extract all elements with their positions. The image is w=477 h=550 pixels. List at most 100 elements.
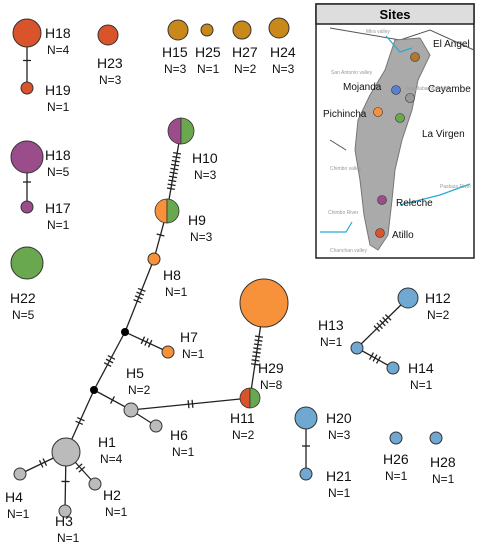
site-label: Atillo — [392, 230, 414, 241]
haplotype-node — [58, 504, 72, 518]
mutation-tick — [172, 155, 181, 159]
haplotype-node — [268, 17, 290, 39]
haplotype-node — [149, 419, 163, 433]
mutation-tick — [375, 356, 382, 364]
haplotype-count: N=3 — [99, 73, 122, 87]
mutation-tick — [252, 355, 261, 358]
mutation-tick — [254, 339, 263, 342]
haplotype-label: H5 — [126, 365, 144, 381]
haplotype-count: N=1 — [57, 531, 80, 545]
site-label: Cayambe — [428, 84, 471, 95]
haplotype-node — [350, 341, 364, 355]
site-marker — [377, 195, 387, 205]
mutation-tick — [105, 358, 114, 364]
haplotype-label: H26 — [383, 451, 409, 467]
mutation-tick — [110, 396, 115, 404]
haplotype-count: N=4 — [100, 452, 123, 466]
map-feature-label: San Antonio valley — [331, 70, 373, 76]
haplotype-node — [299, 467, 313, 481]
haplotype-label: H18 — [45, 147, 71, 163]
haplotype-label: H2 — [103, 487, 121, 503]
haplotype-count: N=1 — [47, 100, 70, 114]
map-feature-label: Pastaza River — [440, 184, 471, 190]
mutation-tick — [75, 420, 84, 426]
haplotype-count: N=1 — [385, 469, 408, 483]
haplotype-label: H29 — [258, 360, 284, 376]
map-feature-label: Guayllabamba valley — [405, 86, 452, 92]
haplotype-label: H13 — [318, 317, 344, 333]
mutation-tick — [376, 322, 383, 330]
haplotype-node — [386, 361, 400, 375]
haplotype-label: H24 — [270, 44, 296, 60]
haplotype-count: N=1 — [105, 505, 128, 519]
andes — [354, 37, 431, 251]
edge — [124, 258, 155, 333]
haplotype-node — [20, 81, 34, 95]
site-marker — [410, 52, 420, 62]
haplotype-count: N=1 — [410, 378, 433, 392]
median-vector — [121, 328, 129, 336]
haplotype-node — [200, 23, 214, 37]
haplotype-node — [13, 467, 27, 481]
site-label: Pichincha — [323, 109, 367, 120]
haplotype-slice — [180, 117, 195, 145]
haplotype-count: N=8 — [260, 378, 283, 392]
haplotype-count: N=1 — [432, 472, 455, 486]
haplotype-label: H11 — [230, 410, 255, 426]
haplotype-label: H12 — [425, 290, 451, 306]
haplotype-node — [20, 200, 34, 214]
mutation-tick — [173, 151, 182, 155]
haplotype-node — [397, 287, 419, 309]
haplotype-node — [123, 402, 139, 418]
haplotype-label: H25 — [195, 44, 221, 60]
mutation-tick — [144, 338, 149, 346]
mutation-tick — [167, 183, 176, 187]
mutation-tick — [78, 466, 86, 473]
haplotype-label: H7 — [180, 329, 198, 345]
site-marker — [373, 107, 383, 117]
mutation-tick — [169, 171, 178, 175]
haplotype-label: H23 — [97, 55, 123, 71]
mutation-tick — [107, 355, 116, 360]
haplotype-count: N=1 — [165, 285, 188, 299]
haplotype-count: N=1 — [172, 445, 195, 459]
haplotype-count: N=2 — [128, 383, 151, 397]
mutation-tick — [168, 175, 178, 179]
haplotype-node — [147, 252, 161, 266]
haplotype-count: N=3 — [328, 428, 351, 442]
map-title: Sites — [379, 7, 410, 22]
haplotype-count: N=3 — [194, 168, 217, 182]
mutation-tick — [372, 354, 378, 362]
site-marker — [375, 228, 385, 238]
mutation-tick — [38, 459, 44, 468]
haplotype-node — [389, 431, 403, 445]
mutation-tick — [168, 179, 177, 183]
haplotype-count: N=1 — [47, 218, 70, 232]
haplotype-label: H21 — [326, 468, 352, 484]
site-marker — [395, 113, 405, 123]
haplotype-node — [167, 19, 189, 41]
haplotype-node — [294, 406, 318, 430]
haplotype-label: H20 — [326, 410, 352, 426]
haplotype-count: N=1 — [328, 486, 351, 500]
mutation-tick — [368, 352, 375, 360]
haplotype-count: N=5 — [12, 308, 35, 322]
mutation-tick — [251, 359, 260, 362]
mutation-tick — [379, 319, 386, 327]
rivers — [320, 35, 471, 233]
mutation-tick — [156, 233, 165, 237]
mutation-tick — [75, 463, 83, 470]
mutation-tick — [373, 325, 381, 332]
site-label: Releche — [396, 198, 433, 209]
map-feature-label: Chanchan valley — [330, 248, 367, 254]
mutation-tick — [170, 163, 180, 167]
haplotype-node — [10, 140, 44, 174]
haplotype-slice — [249, 387, 261, 409]
edge — [166, 130, 182, 212]
haplotype-label: H18 — [45, 25, 71, 41]
mutation-tick — [140, 336, 146, 345]
map-feature-label: Chimbo valley — [330, 166, 362, 172]
mutation-tick — [171, 159, 180, 163]
haplotype-count: N=1 — [320, 335, 343, 349]
